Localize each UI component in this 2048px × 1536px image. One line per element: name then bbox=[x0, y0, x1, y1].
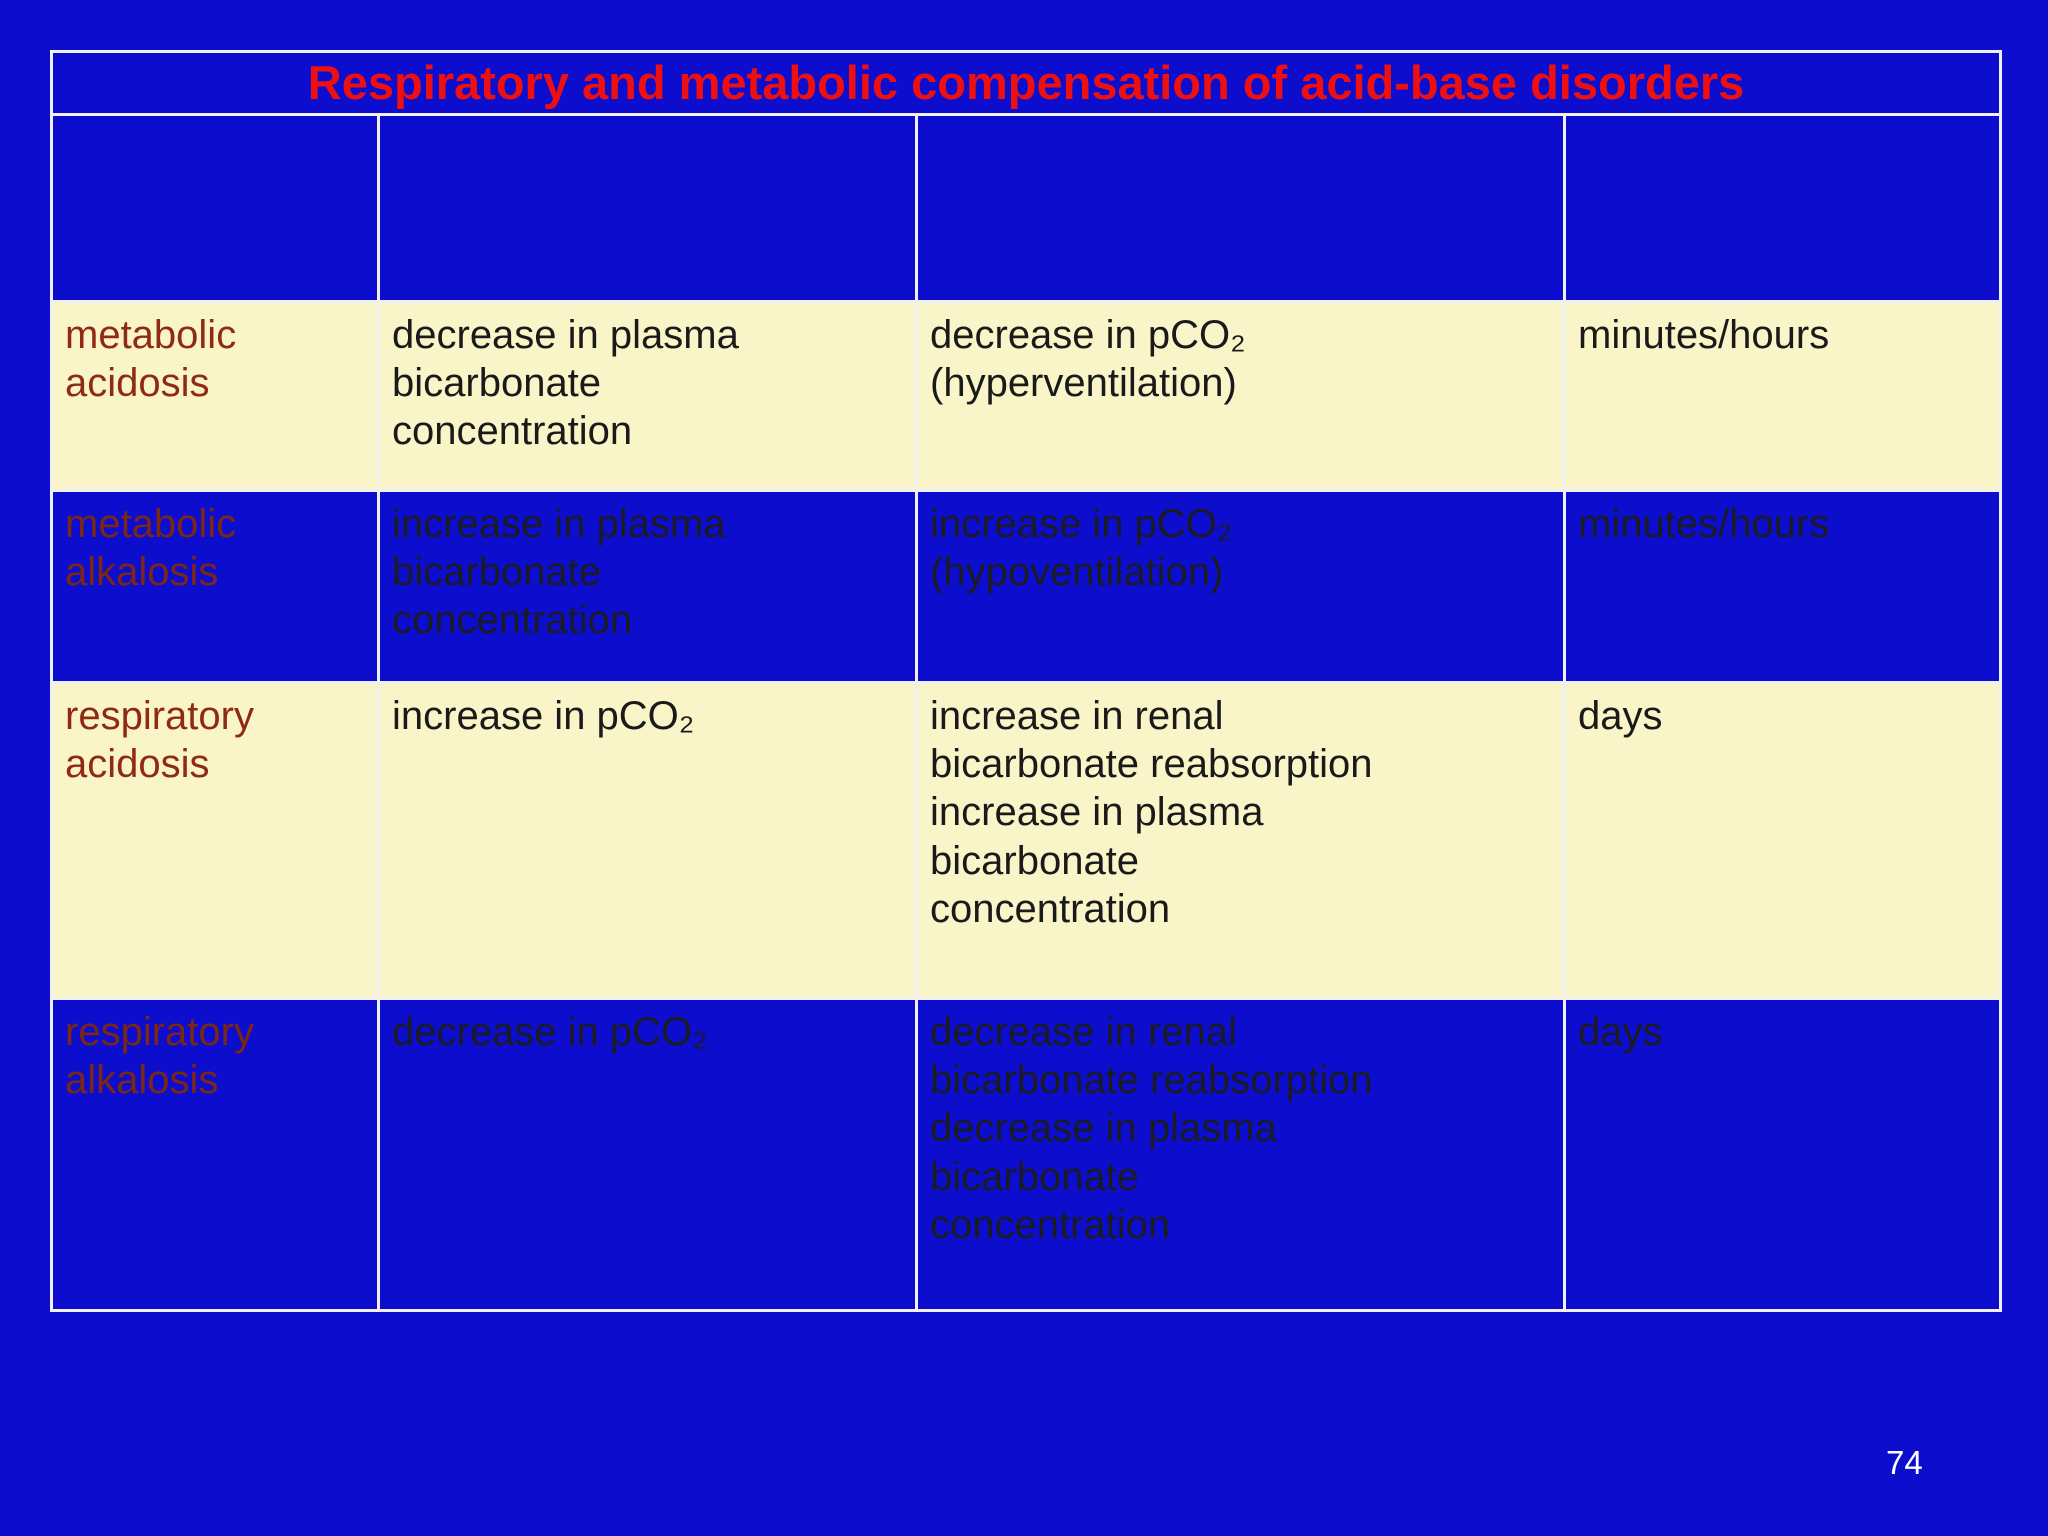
table-row-respiratory-alkalosis: respiratory alkalosis decrease in pCO₂ d… bbox=[50, 996, 2003, 1312]
cell-compensation: increase in renal bicarbonate reabsorpti… bbox=[915, 680, 1566, 1000]
cell-compensation: decrease in renal bicarbonate reabsorpti… bbox=[915, 996, 1566, 1312]
cell-compensation: decrease in pCO₂ (hyperventilation) bbox=[915, 299, 1566, 492]
cell-primary-change: decrease in pCO₂ bbox=[377, 996, 918, 1312]
cell-disorder: metabolic acidosis bbox=[50, 299, 380, 492]
cell-primary-change: decrease in plasma bicarbonate concentra… bbox=[377, 299, 918, 492]
cell-compensation: increase in pCO₂ (hypoventilation) bbox=[915, 488, 1566, 684]
table-title-row: Respiratory and metabolic compensation o… bbox=[49, 50, 2003, 116]
compensation-table: Respiratory and metabolic compensation o… bbox=[49, 50, 2003, 1312]
cell-time-course: minutes/hours bbox=[1562, 299, 2003, 492]
cell-time-course: days bbox=[1562, 996, 2003, 1312]
cell-disorder: respiratory alkalosis bbox=[50, 996, 380, 1312]
cell-time-course: minutes/hours bbox=[1562, 488, 2003, 684]
table-header-row bbox=[50, 112, 2003, 303]
table-row-respiratory-acidosis: respiratory acidosis increase in pCO₂ in… bbox=[50, 680, 2003, 1000]
table-row-metabolic-alkalosis: metabolic alkalosis increase in plasma b… bbox=[50, 488, 2003, 684]
table-title: Respiratory and metabolic compensation o… bbox=[49, 50, 2003, 116]
cell-disorder: metabolic alkalosis bbox=[50, 488, 380, 684]
page-number: 74 bbox=[1886, 1444, 1923, 1481]
table-row-metabolic-acidosis: metabolic acidosis decrease in plasma bi… bbox=[50, 299, 2003, 492]
header-cell-time-course bbox=[1562, 112, 2003, 303]
cell-primary-change: increase in pCO₂ bbox=[377, 680, 918, 1000]
header-cell-disorder bbox=[50, 112, 380, 303]
header-cell-primary-change bbox=[377, 112, 918, 303]
cell-disorder: respiratory acidosis bbox=[50, 680, 380, 1000]
header-cell-compensation bbox=[915, 112, 1566, 303]
cell-primary-change: increase in plasma bicarbonate concentra… bbox=[377, 488, 918, 684]
cell-time-course: days bbox=[1562, 680, 2003, 1000]
